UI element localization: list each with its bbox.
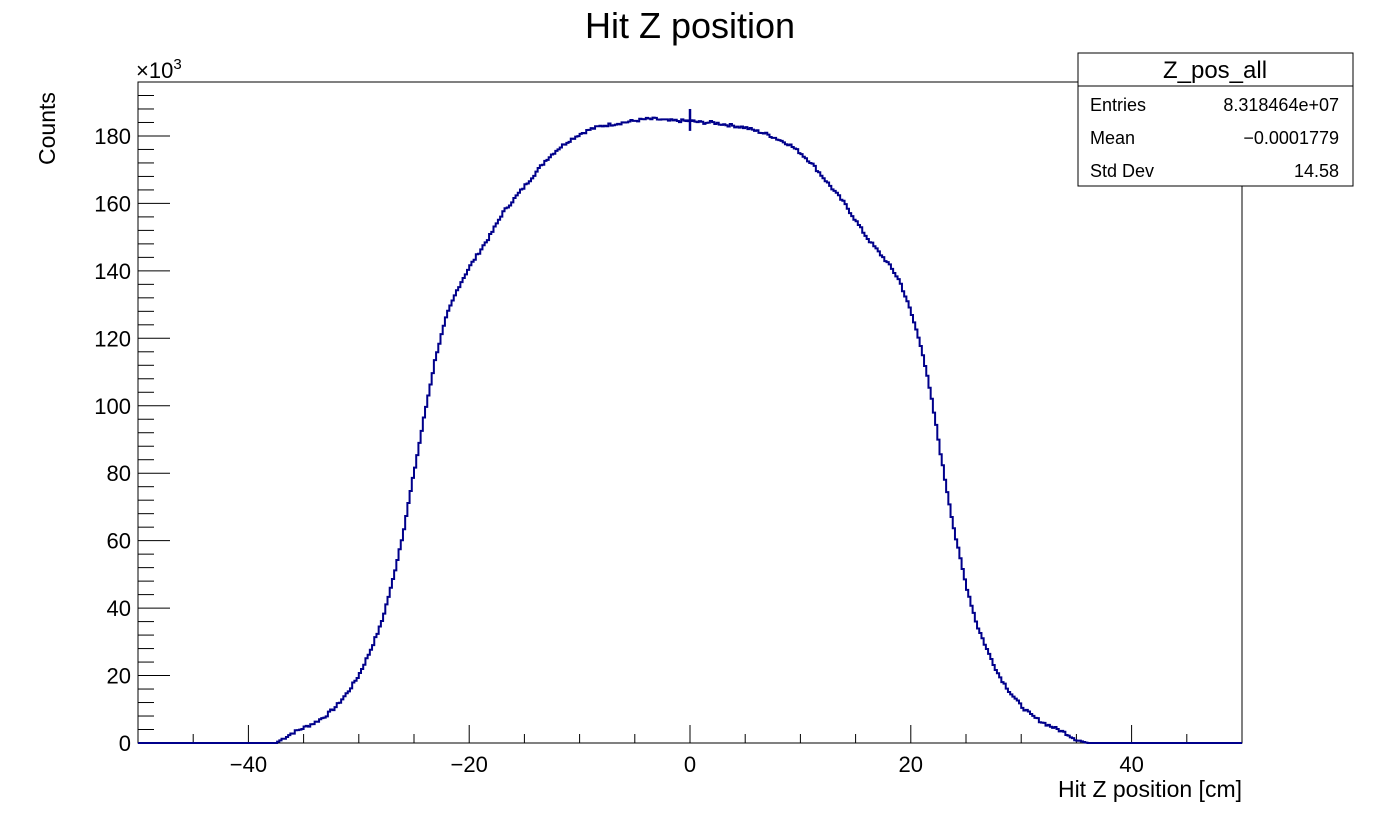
- chart-title: Hit Z position: [585, 5, 795, 46]
- x-tick-label: −20: [451, 752, 488, 777]
- y-tick-label: 80: [107, 461, 131, 486]
- center-error-marker: [684, 108, 696, 131]
- stats-box-name: Z_pos_all: [1163, 57, 1267, 84]
- y-tick-label: 0: [119, 731, 131, 756]
- stats-mean-label: Mean: [1090, 128, 1135, 148]
- y-multiplier: ×103: [136, 56, 182, 83]
- y-tick-label: 180: [94, 124, 131, 149]
- x-tick-label: 0: [684, 752, 696, 777]
- stats-stddev-value: 14.58: [1294, 161, 1339, 181]
- y-axis-title: Counts: [34, 92, 60, 165]
- x-tick-label: 20: [899, 752, 923, 777]
- stats-box: Z_pos_all Entries 8.318464e+07 Mean −0.0…: [1077, 52, 1354, 187]
- histogram-series: [138, 116, 1242, 744]
- x-axis-title: Hit Z position [cm]: [1058, 776, 1242, 802]
- y-tick-label: 120: [94, 326, 131, 351]
- stats-mean-value: −0.0001779: [1243, 128, 1339, 148]
- axis-ticks: [137, 81, 1243, 744]
- y-tick-label: 60: [107, 529, 131, 554]
- y-tick-label: 20: [107, 664, 131, 689]
- tick-labels: −40 −20 0 20 40 0 20 40 60 80 100 120 140 160 180: [94, 124, 1144, 777]
- y-tick-label: 100: [94, 394, 131, 419]
- stats-box-frame: [1077, 52, 1354, 187]
- y-tick-label: 140: [94, 259, 131, 284]
- stats-entries-label: Entries: [1090, 95, 1146, 115]
- plot-frame: [137, 81, 1243, 744]
- x-tick-label: 40: [1119, 752, 1143, 777]
- y-tick-label: 40: [107, 596, 131, 621]
- stats-stddev-label: Std Dev: [1090, 161, 1154, 181]
- y-tick-label: 160: [94, 191, 131, 216]
- x-tick-label: −40: [230, 752, 267, 777]
- stats-entries-value: 8.318464e+07: [1223, 95, 1339, 115]
